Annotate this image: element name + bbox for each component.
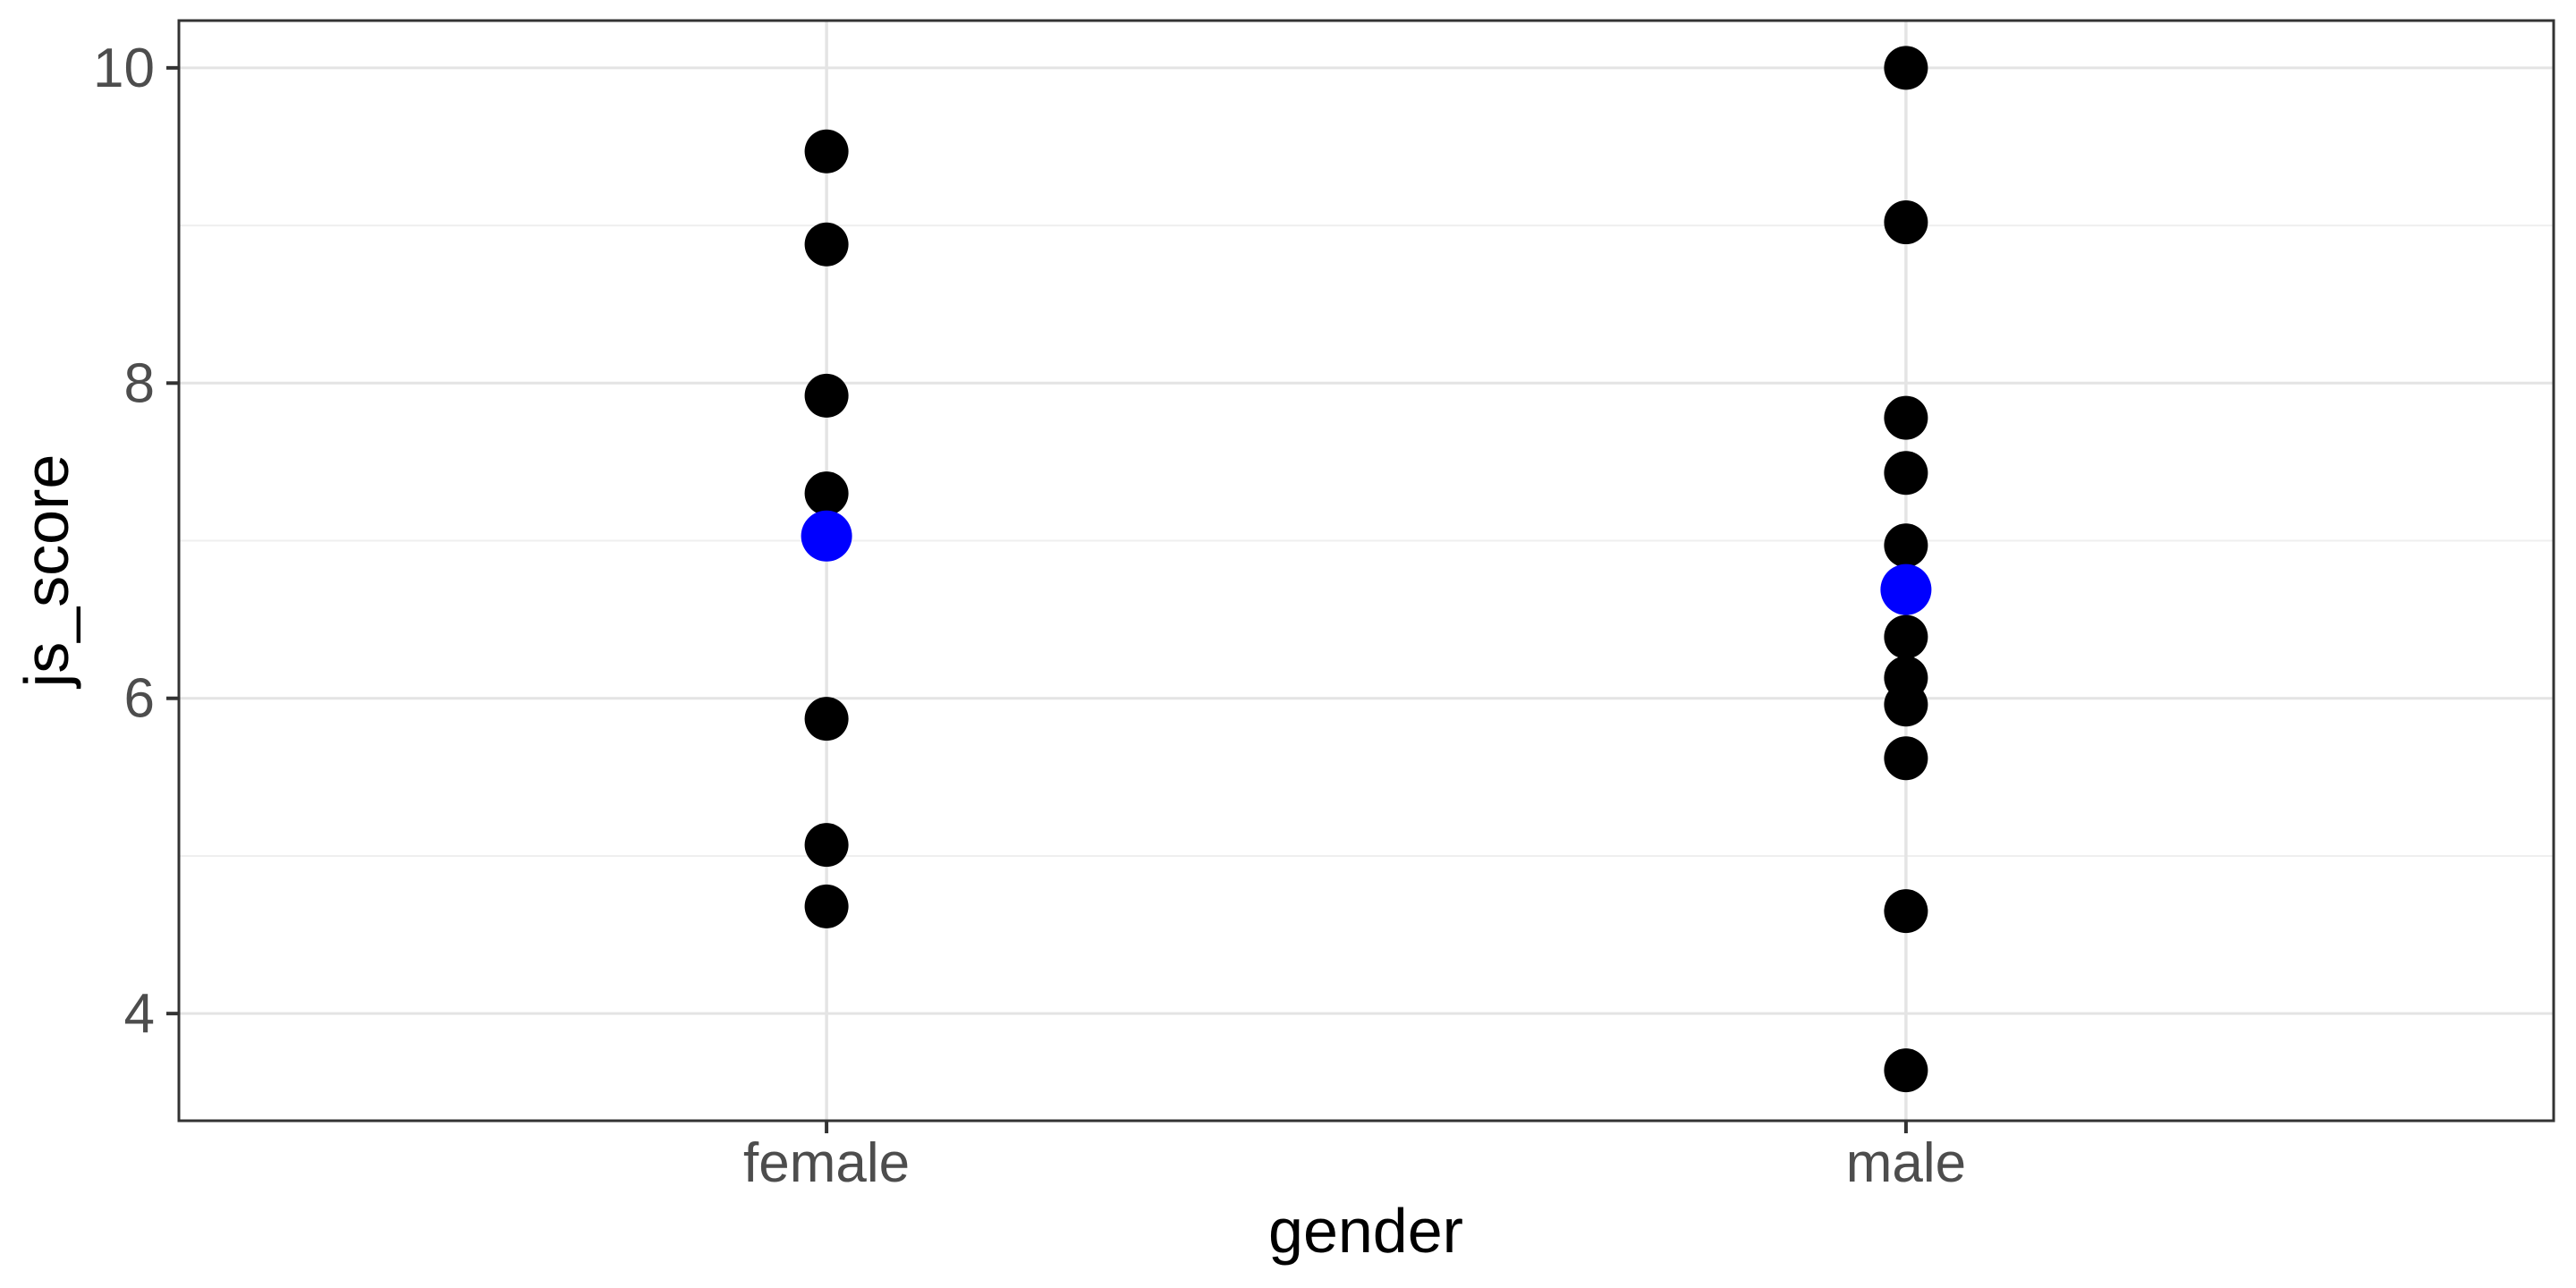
panel-border xyxy=(177,19,2555,1123)
x-tick-label: female xyxy=(743,1132,910,1194)
y-tick-label: 4 xyxy=(124,983,155,1045)
data-point xyxy=(1884,395,1928,440)
mean-points xyxy=(801,510,1932,615)
axis-tick-marks xyxy=(166,65,1908,1133)
data-point xyxy=(1884,200,1928,245)
data-point xyxy=(804,129,849,174)
data-point xyxy=(804,697,849,741)
data-point xyxy=(1884,46,1928,90)
y-axis-title: js_score xyxy=(12,454,81,690)
y-tick-label: 6 xyxy=(124,668,155,730)
axis-tick-labels: 4 6 8 10 female male xyxy=(93,38,1966,1194)
data-point xyxy=(804,823,849,868)
data-point xyxy=(1884,451,1928,496)
data-point xyxy=(1884,736,1928,781)
panel-border-rect xyxy=(177,19,2555,1123)
data-point xyxy=(804,373,849,418)
data-point xyxy=(1884,1048,1928,1093)
data-points xyxy=(804,46,1928,1093)
gridlines-minor xyxy=(179,225,2554,857)
x-tick-label: male xyxy=(1846,1132,1966,1194)
x-axis-title: gender xyxy=(1268,1196,1463,1266)
gridlines-major xyxy=(179,21,2554,1121)
mean-point xyxy=(1880,564,1932,615)
data-point xyxy=(804,471,849,516)
y-tick-label: 8 xyxy=(124,352,155,414)
data-point xyxy=(1884,682,1928,727)
data-point xyxy=(804,222,849,267)
data-point xyxy=(1884,614,1928,659)
data-point xyxy=(1884,889,1928,934)
data-point xyxy=(804,884,849,928)
data-point xyxy=(1884,523,1928,568)
y-tick-label: 10 xyxy=(93,38,155,99)
mean-point xyxy=(801,510,852,562)
